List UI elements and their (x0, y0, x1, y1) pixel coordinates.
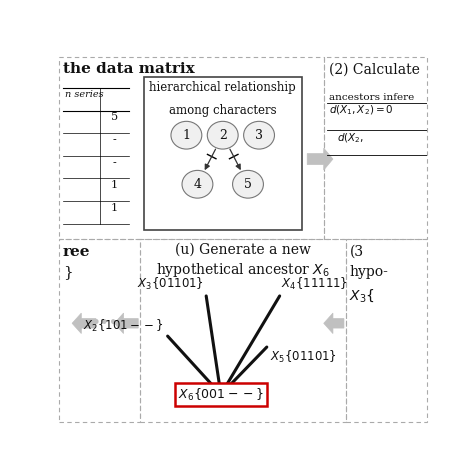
Text: hierarchical relationship: hierarchical relationship (149, 81, 296, 93)
Text: 1: 1 (111, 180, 118, 190)
Text: $X_6\{001--\}$: $X_6\{001--\}$ (178, 386, 264, 402)
Text: $d(X_1, X_2) = 0$: $d(X_1, X_2) = 0$ (329, 104, 394, 117)
Text: $X_5\{01101\}$: $X_5\{01101\}$ (271, 349, 337, 365)
Text: $X_3\{01101\}$: $X_3\{01101\}$ (137, 276, 204, 292)
Text: $X_3\{$: $X_3\{$ (349, 287, 375, 304)
Text: }: } (63, 265, 73, 279)
Polygon shape (72, 313, 96, 334)
Text: 5: 5 (111, 112, 118, 122)
Text: -: - (112, 135, 116, 145)
Text: hypothetical ancestor $X_6$: hypothetical ancestor $X_6$ (156, 261, 330, 279)
Ellipse shape (207, 121, 238, 149)
Text: among characters: among characters (169, 104, 276, 118)
Text: •••: ••• (91, 316, 118, 331)
Ellipse shape (171, 121, 202, 149)
Text: 1: 1 (182, 129, 191, 142)
Text: $X_2\{101--\}$: $X_2\{101--\}$ (83, 318, 164, 334)
Text: $X_4\{11111\}$: $X_4\{11111\}$ (282, 276, 348, 292)
Text: hypo-: hypo- (349, 265, 388, 279)
Text: 4: 4 (193, 178, 201, 191)
Text: (3: (3 (349, 245, 364, 259)
Polygon shape (324, 313, 344, 334)
Text: 3: 3 (255, 129, 263, 142)
Text: 1: 1 (111, 203, 118, 213)
Ellipse shape (182, 170, 213, 198)
Polygon shape (307, 148, 333, 170)
Text: (u) Generate a new: (u) Generate a new (175, 243, 311, 257)
Polygon shape (114, 313, 138, 334)
Text: the data matrix: the data matrix (63, 63, 195, 76)
Text: 2: 2 (219, 129, 227, 142)
Text: -: - (112, 158, 116, 168)
Ellipse shape (233, 170, 264, 198)
Text: $d(X_2,$: $d(X_2,$ (337, 131, 364, 145)
Text: (2) Calculate: (2) Calculate (329, 63, 420, 76)
FancyBboxPatch shape (144, 77, 301, 230)
Text: ancestors infere: ancestors infere (329, 93, 414, 102)
Text: n series: n series (65, 90, 103, 99)
Ellipse shape (244, 121, 274, 149)
Text: 5: 5 (244, 178, 252, 191)
Text: ree: ree (63, 245, 91, 259)
